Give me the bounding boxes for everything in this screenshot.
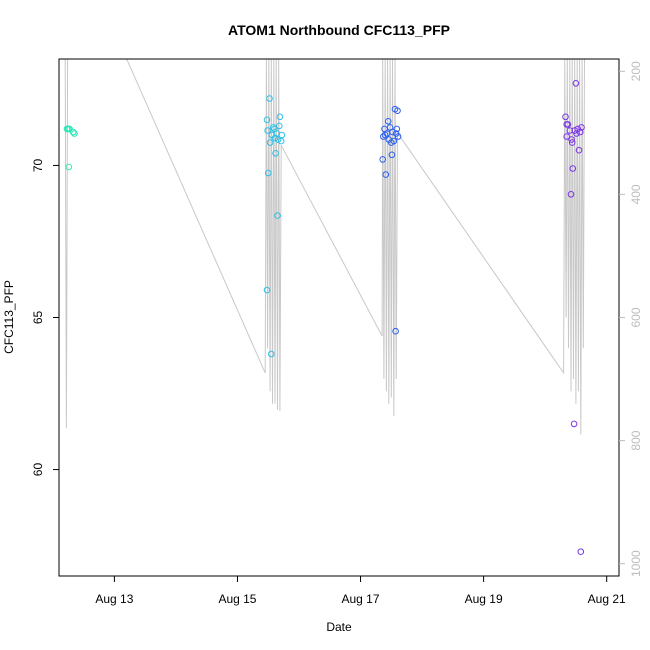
y2-tick-label: 800 (629, 430, 643, 450)
data-point (276, 113, 284, 121)
data-point (573, 130, 580, 137)
data-point (278, 131, 286, 139)
data-point (570, 420, 578, 428)
data-point (274, 136, 282, 143)
pressure-trace-line (64, 58, 585, 435)
data-point (389, 128, 396, 136)
data-point (575, 146, 583, 154)
y-tick-label: 60 (31, 463, 45, 477)
secondary-y-axis: 200 400 600 800 1000 (619, 61, 643, 577)
data-point (264, 127, 271, 134)
data-point (276, 122, 283, 130)
x-tick-label: Aug 17 (342, 592, 380, 606)
data-point (65, 163, 73, 171)
x-tick-label: Aug 15 (218, 592, 256, 606)
y2-tick-label: 600 (629, 307, 643, 327)
x-axis: Aug 13 Aug 15 Aug 17 Aug 19 Aug 21 (95, 576, 626, 606)
data-point (392, 327, 399, 335)
data-point (264, 169, 272, 177)
y-tick-label: 65 (31, 311, 45, 325)
data-point (266, 139, 274, 146)
data-point (381, 131, 389, 139)
data-point (569, 165, 577, 172)
data-point (379, 156, 387, 163)
data-point (563, 133, 571, 140)
data-point (382, 171, 390, 178)
data-point (568, 136, 575, 143)
data-point (272, 150, 279, 157)
data-point (266, 95, 273, 102)
data-point (274, 212, 281, 219)
data-point (390, 137, 398, 145)
y-axis-label: CFC113_PFP (2, 280, 16, 354)
data-point (577, 548, 585, 556)
pressure-trace-layer (64, 58, 585, 435)
data-point (394, 133, 402, 140)
data-point (388, 151, 396, 159)
data-point (71, 130, 78, 137)
data-point (384, 118, 392, 125)
data-point (268, 350, 275, 358)
data-point (263, 116, 271, 124)
x-tick-label: Aug 19 (465, 592, 503, 606)
plot-frame (58, 58, 620, 577)
data-point (566, 127, 574, 134)
data-point (69, 128, 77, 136)
data-point (578, 124, 585, 131)
data-point (394, 107, 401, 114)
data-point (393, 125, 401, 133)
data-point (572, 80, 580, 87)
data-point (568, 139, 576, 146)
y2-tick-label: 400 (629, 184, 643, 204)
data-points-layer (63, 80, 585, 556)
data-point (576, 128, 584, 136)
y2-tick-label: 1000 (629, 550, 643, 577)
x-axis-label: Date (326, 620, 352, 634)
data-point (567, 191, 575, 198)
data-point (263, 286, 271, 294)
x-tick-label: Aug 21 (588, 592, 626, 606)
y2-tick-label: 200 (629, 61, 643, 81)
x-tick-label: Aug 13 (95, 592, 133, 606)
data-point (277, 137, 285, 145)
chart-title: ATOM1 Northbound CFC113_PFP (228, 22, 450, 38)
y-tick-label: 70 (31, 158, 45, 172)
y-axis: 60 65 70 (31, 158, 59, 476)
data-point (562, 113, 569, 121)
data-point (564, 121, 572, 128)
data-point (269, 124, 277, 131)
